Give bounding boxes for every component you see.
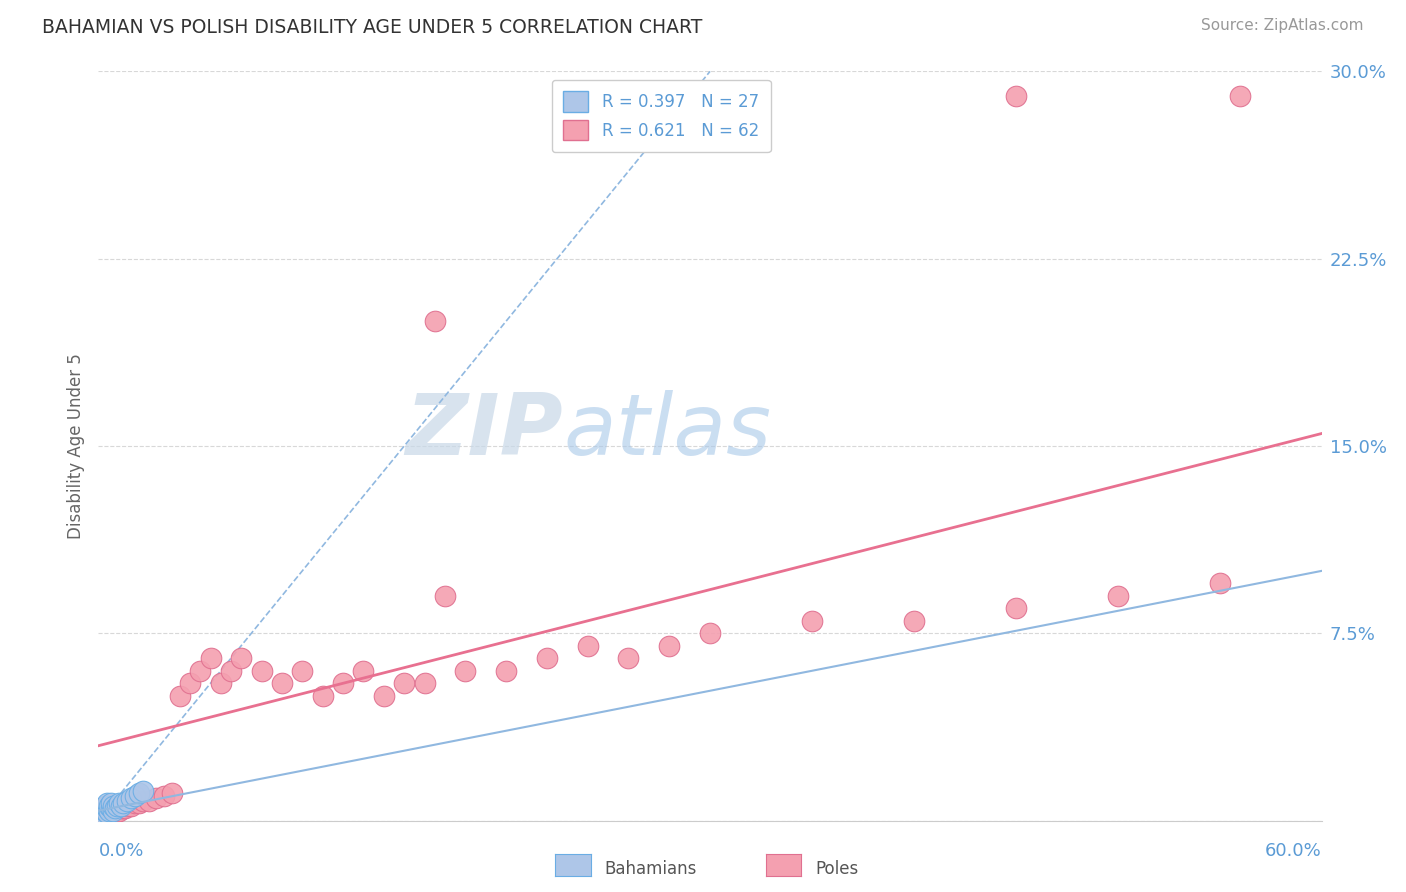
Point xyxy=(97,804,120,818)
Point xyxy=(96,804,118,818)
Point xyxy=(97,801,120,815)
Point xyxy=(111,796,134,810)
Point xyxy=(100,796,122,810)
Point xyxy=(219,664,242,678)
Point xyxy=(91,811,114,825)
Point xyxy=(115,794,138,808)
Point xyxy=(332,676,354,690)
Point xyxy=(89,811,111,825)
Point xyxy=(108,796,131,810)
Point xyxy=(801,614,824,628)
Point xyxy=(91,806,114,821)
Text: Source: ZipAtlas.com: Source: ZipAtlas.com xyxy=(1201,18,1364,33)
Point xyxy=(105,798,128,813)
Point xyxy=(1107,589,1129,603)
Point xyxy=(160,786,183,800)
Point xyxy=(96,808,118,822)
Point xyxy=(101,798,124,813)
Point xyxy=(373,689,395,703)
Point xyxy=(1209,576,1232,591)
Point xyxy=(96,806,118,821)
Point xyxy=(152,789,174,803)
Point xyxy=(101,804,124,818)
Point xyxy=(312,689,335,703)
Point xyxy=(101,804,124,818)
Point xyxy=(495,664,517,678)
Point xyxy=(104,806,127,821)
Point xyxy=(423,314,446,328)
Point xyxy=(291,664,314,678)
Point xyxy=(413,676,436,690)
Point xyxy=(903,614,925,628)
Point xyxy=(576,639,599,653)
Point xyxy=(91,806,114,821)
Point xyxy=(1004,89,1026,103)
Point xyxy=(100,801,122,815)
Point xyxy=(111,801,134,815)
Point xyxy=(128,796,150,810)
Point xyxy=(93,804,115,818)
Point xyxy=(120,798,142,813)
Point xyxy=(352,664,374,678)
Point xyxy=(105,804,128,818)
Point xyxy=(115,798,138,813)
Point xyxy=(120,791,142,805)
Point xyxy=(124,796,146,810)
Point xyxy=(104,801,127,815)
Y-axis label: Disability Age Under 5: Disability Age Under 5 xyxy=(66,353,84,539)
Point xyxy=(1229,89,1251,103)
Point xyxy=(100,801,122,815)
Point xyxy=(132,783,155,797)
Point xyxy=(434,589,457,603)
Point xyxy=(188,664,212,678)
Point xyxy=(89,808,111,822)
Point xyxy=(93,798,115,813)
Point xyxy=(97,806,120,821)
Point xyxy=(392,676,416,690)
Point xyxy=(1004,601,1026,615)
Point xyxy=(104,801,127,815)
Text: BAHAMIAN VS POLISH DISABILITY AGE UNDER 5 CORRELATION CHART: BAHAMIAN VS POLISH DISABILITY AGE UNDER … xyxy=(42,18,703,37)
Point xyxy=(91,801,114,815)
Point xyxy=(93,808,115,822)
Point xyxy=(169,689,191,703)
Point xyxy=(209,676,232,690)
Point xyxy=(110,798,132,813)
Point xyxy=(110,801,132,815)
Point xyxy=(96,801,118,815)
Point xyxy=(231,651,253,665)
Point xyxy=(93,804,115,818)
Point xyxy=(93,808,115,822)
Text: Bahamians: Bahamians xyxy=(605,860,697,878)
Text: 0.0%: 0.0% xyxy=(98,842,143,860)
Text: Poles: Poles xyxy=(815,860,859,878)
Point xyxy=(100,806,122,821)
Legend: R = 0.397   N = 27, R = 0.621   N = 62: R = 0.397 N = 27, R = 0.621 N = 62 xyxy=(551,79,770,152)
Point xyxy=(145,791,167,805)
Point xyxy=(132,794,155,808)
Point xyxy=(699,626,721,640)
Point xyxy=(617,651,640,665)
Point xyxy=(91,811,114,825)
Point xyxy=(454,664,477,678)
Point xyxy=(138,794,160,808)
Point xyxy=(128,786,150,800)
Point xyxy=(179,676,201,690)
Point xyxy=(658,639,681,653)
Text: atlas: atlas xyxy=(564,390,772,473)
Point xyxy=(97,798,120,813)
Point xyxy=(89,806,111,821)
Text: 60.0%: 60.0% xyxy=(1265,842,1322,860)
Point xyxy=(101,806,124,821)
Point xyxy=(96,796,118,810)
Point xyxy=(270,676,294,690)
Point xyxy=(108,804,131,818)
Text: ZIP: ZIP xyxy=(405,390,564,473)
Point xyxy=(200,651,222,665)
Point xyxy=(114,801,136,815)
Point xyxy=(89,804,111,818)
Point xyxy=(250,664,273,678)
Point xyxy=(536,651,558,665)
Point xyxy=(124,789,146,803)
